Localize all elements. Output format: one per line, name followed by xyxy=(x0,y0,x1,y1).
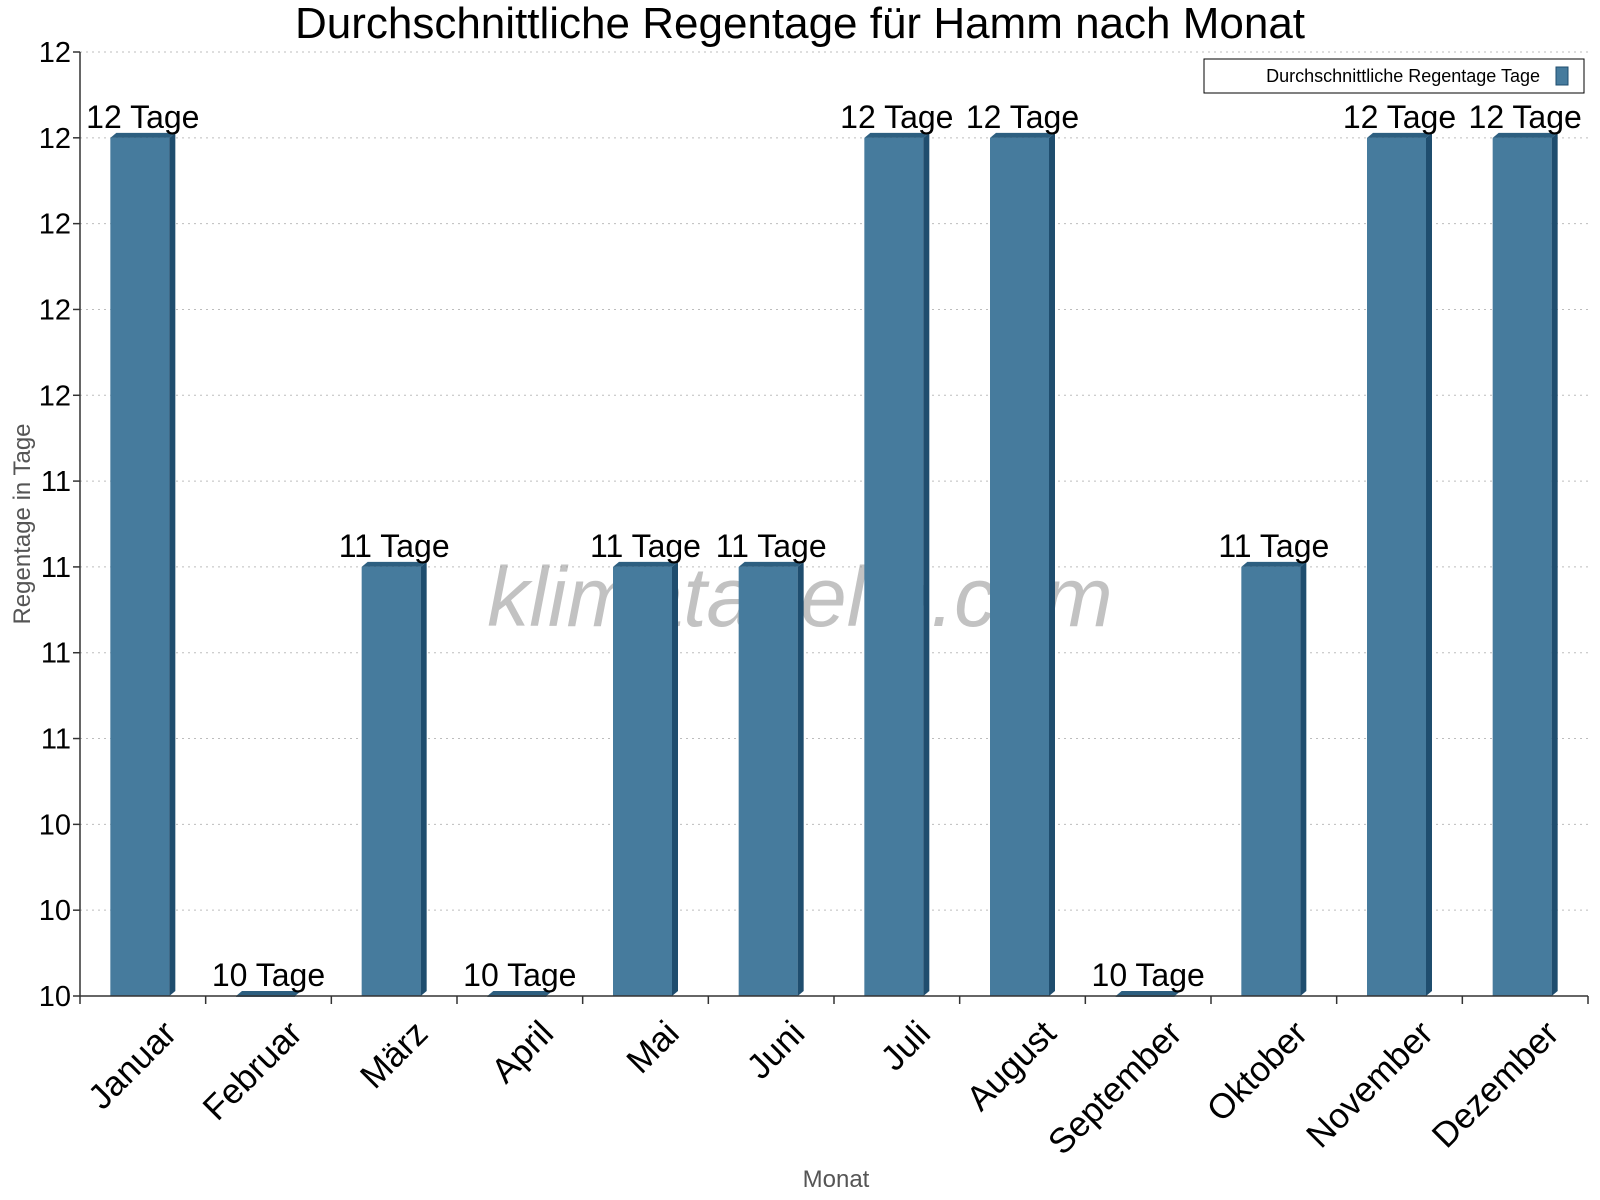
y-tick-label: 11 xyxy=(41,724,71,756)
data-label: 10 Tage xyxy=(1092,957,1205,993)
y-tick-label: 11 xyxy=(41,638,71,670)
data-label: 12 Tage xyxy=(1343,99,1456,135)
bar-top xyxy=(1115,991,1181,996)
bar-side xyxy=(923,132,930,996)
data-label: 11 Tage xyxy=(716,528,827,564)
x-tick-label: Juni xyxy=(739,1014,812,1087)
bar-top xyxy=(613,561,678,567)
bar-top xyxy=(1241,561,1307,567)
y-tick-label: 10 xyxy=(39,809,71,841)
bar-top xyxy=(864,132,930,138)
bar-front xyxy=(361,566,421,996)
bar-front xyxy=(738,566,798,996)
data-label: 12 Tage xyxy=(966,99,1079,135)
y-tick-label: 11 xyxy=(41,466,71,498)
data-label: 11 Tage xyxy=(339,528,450,564)
bar xyxy=(1492,132,1558,996)
x-tick-label: Januar xyxy=(81,1013,184,1116)
y-axis-label: Regentage in Tage xyxy=(9,423,36,624)
bar-side xyxy=(672,561,678,996)
legend: Durchschnittliche Regentage Tage xyxy=(1203,58,1585,94)
bar-side xyxy=(420,561,427,996)
bar-front xyxy=(990,137,1049,996)
legend-entry-label: Durchschnittliche Regentage Tage xyxy=(1266,66,1540,86)
x-ticks: Januar Februar März April Mai Juni Juli AugustS… xyxy=(79,996,1589,1162)
bar-side xyxy=(1426,132,1432,996)
x-tick-label: November xyxy=(1299,1013,1441,1155)
bar-top xyxy=(487,991,553,996)
bar-top xyxy=(110,132,176,138)
bar xyxy=(361,561,427,996)
data-label: 11 Tage xyxy=(1218,528,1329,564)
bar xyxy=(1241,561,1307,996)
data-label: 12 Tage xyxy=(86,99,199,135)
y-tick-label: 12 xyxy=(39,380,71,412)
x-axis-label: Monat xyxy=(803,1166,870,1193)
bar-front xyxy=(1492,137,1552,996)
y-tick-label: 12 xyxy=(39,209,71,241)
bar-front xyxy=(1241,566,1301,996)
bar xyxy=(864,132,930,996)
bar-side xyxy=(1049,132,1055,996)
x-tick-label: Dezember xyxy=(1425,1013,1567,1155)
axes xyxy=(79,52,1588,997)
y-tick-label: 10 xyxy=(39,981,71,1013)
bar-side xyxy=(1551,132,1558,996)
data-label: 10 Tage xyxy=(463,957,576,993)
bar-side xyxy=(169,132,176,996)
bar xyxy=(738,561,804,996)
bar-front xyxy=(613,566,672,996)
bar-front xyxy=(864,137,924,996)
x-tick-label: April xyxy=(484,1014,561,1091)
gridlines xyxy=(80,51,1588,911)
x-tick-label: März xyxy=(353,1014,436,1097)
bar-front xyxy=(1367,137,1426,996)
y-tick-label: 11 xyxy=(41,552,71,584)
x-tick-label: Juli xyxy=(873,1014,938,1079)
bar-top xyxy=(738,561,804,567)
x-tick-label: Februar xyxy=(195,1013,309,1127)
x-tick-label: September xyxy=(1041,1013,1190,1162)
data-label: 11 Tage xyxy=(590,528,701,564)
bars xyxy=(110,132,1558,997)
bar-top xyxy=(236,991,301,996)
chart-title: Durchschnittliche Regentage für Hamm nac… xyxy=(295,0,1305,48)
bar-top xyxy=(1367,132,1432,138)
bar-top xyxy=(990,132,1055,138)
legend-swatch xyxy=(1555,66,1569,86)
data-label: 10 Tage xyxy=(212,957,325,993)
bar xyxy=(613,561,678,996)
legend-box xyxy=(1203,58,1585,94)
bar xyxy=(990,132,1055,996)
x-tick-label: August xyxy=(959,1013,1064,1118)
bar-top xyxy=(361,561,427,567)
data-label: 12 Tage xyxy=(840,99,953,135)
bar-front xyxy=(110,137,170,996)
x-tick-label: Oktober xyxy=(1199,1013,1315,1129)
y-tick-label: 10 xyxy=(39,895,71,927)
y-tick-label: 12 xyxy=(39,37,71,69)
data-label: 12 Tage xyxy=(1469,99,1582,135)
bar-top xyxy=(1492,132,1558,138)
y-tick-label: 12 xyxy=(39,294,71,326)
bar-side xyxy=(1300,561,1307,996)
y-tick-label: 12 xyxy=(39,123,71,155)
data-labels: 12 Tage 10 Tage 11 Tage 10 Tage 11 Tage 11 Ta… xyxy=(86,99,1582,993)
bar xyxy=(1367,132,1432,996)
bar-side xyxy=(797,561,804,996)
x-tick-label: Mai xyxy=(619,1014,686,1081)
bar xyxy=(110,132,176,996)
y-ticks: 10 10 10 11 11 11 11 12 12 12 12 12 xyxy=(39,37,80,1013)
